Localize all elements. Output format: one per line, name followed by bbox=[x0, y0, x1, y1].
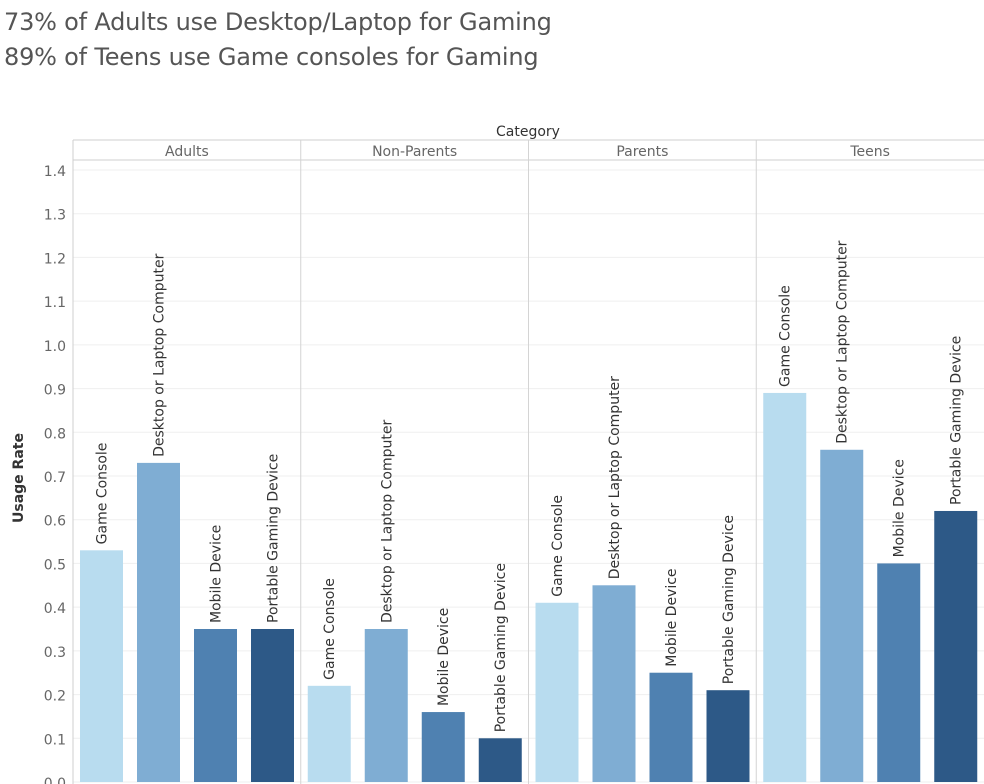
chart-title-line-2: 89% of Teens use Game consoles for Gamin… bbox=[4, 43, 539, 71]
bar[interactable] bbox=[649, 672, 693, 782]
y-tick-label: 1.2 bbox=[44, 251, 66, 267]
bar[interactable] bbox=[478, 738, 522, 782]
y-tick-label: 0.0 bbox=[44, 776, 66, 784]
bar[interactable] bbox=[535, 602, 579, 782]
bar[interactable] bbox=[934, 510, 978, 782]
bar-label: Desktop or Laptop Computer bbox=[152, 253, 168, 456]
y-tick-label: 0.3 bbox=[44, 645, 66, 661]
y-tick-label: 0.5 bbox=[44, 557, 66, 573]
bar-label: Game Console bbox=[778, 285, 794, 387]
bar[interactable] bbox=[706, 690, 750, 782]
y-axis-label: Usage Rate bbox=[11, 433, 27, 523]
bar-label: Desktop or Laptop Computer bbox=[835, 240, 851, 443]
y-tick-label: 0.4 bbox=[44, 601, 66, 617]
bar[interactable] bbox=[307, 685, 351, 782]
y-tick-label: 0.9 bbox=[44, 383, 66, 399]
y-tick-label: 1.4 bbox=[44, 164, 66, 180]
bar-label: Mobile Device bbox=[209, 525, 225, 623]
bar[interactable] bbox=[194, 629, 237, 782]
bar-label: Mobile Device bbox=[892, 459, 908, 557]
y-axis: 0.0 0.1 0.2 0.3 0.4 0.5 0.6 0.7 0.8 0.9 1.0 1.1 1.2 1… bbox=[44, 164, 66, 784]
y-tick-label: 0.6 bbox=[44, 514, 66, 530]
facet-label-teens: Teens bbox=[849, 144, 890, 160]
bar-labels-layer: Game Console Desktop or Laptop Computer Mo… bbox=[95, 240, 965, 732]
y-tick-label: 1.0 bbox=[44, 339, 66, 355]
facet-label-parents: Parents bbox=[616, 144, 668, 160]
bar[interactable] bbox=[421, 712, 465, 782]
bar-label: Portable Gaming Device bbox=[721, 515, 737, 684]
bar-label: Desktop or Laptop Computer bbox=[607, 376, 623, 579]
facet-header: Category bbox=[496, 124, 560, 140]
bar-label: Game Console bbox=[322, 578, 338, 680]
bar-label: Game Console bbox=[95, 443, 111, 545]
y-tick-label: 0.8 bbox=[44, 426, 66, 442]
bars-layer bbox=[80, 392, 978, 782]
bar[interactable] bbox=[592, 585, 636, 782]
bar[interactable] bbox=[364, 629, 408, 782]
y-tick-label: 0.2 bbox=[44, 689, 66, 705]
facet-frame: Adults Non-Parents Parents Teens bbox=[72, 139, 984, 784]
bar[interactable] bbox=[763, 392, 807, 782]
y-tick-label: 1.3 bbox=[44, 208, 66, 224]
bar[interactable] bbox=[137, 462, 180, 782]
bar-label: Desktop or Laptop Computer bbox=[379, 420, 395, 623]
bar-label: Portable Gaming Device bbox=[493, 563, 509, 732]
facet-label-adults: Adults bbox=[165, 144, 209, 160]
bar-label: Portable Gaming Device bbox=[949, 336, 965, 505]
bar-label: Mobile Device bbox=[664, 568, 680, 666]
y-tick-label: 0.7 bbox=[44, 470, 66, 486]
bar[interactable] bbox=[80, 550, 123, 782]
y-tick-label: 0.1 bbox=[44, 732, 66, 748]
chart-title-line-1: 73% of Adults use Desktop/Laptop for Gam… bbox=[4, 8, 552, 36]
bar[interactable] bbox=[251, 629, 294, 782]
bar[interactable] bbox=[820, 449, 864, 782]
bar-label: Mobile Device bbox=[436, 608, 452, 706]
facet-label-non-parents: Non-Parents bbox=[372, 144, 457, 160]
y-tick-label: 1.1 bbox=[44, 295, 66, 311]
bar-label: Game Console bbox=[550, 495, 566, 597]
bar-label: Portable Gaming Device bbox=[266, 454, 282, 623]
bar[interactable] bbox=[877, 563, 921, 782]
